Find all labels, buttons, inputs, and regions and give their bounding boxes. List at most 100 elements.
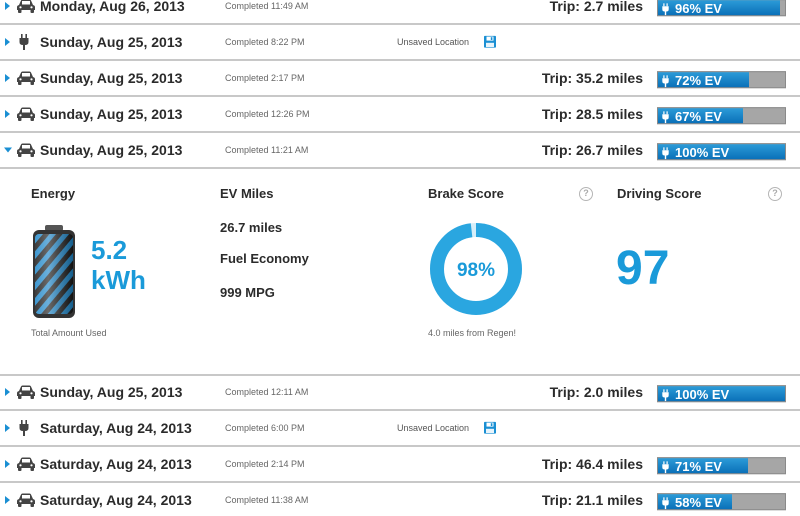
trip-distance: Trip: 26.7 miles (541, 142, 643, 158)
ev-percent-bar: 100% EV (657, 143, 786, 161)
ev-percent-bar: 100% EV (657, 385, 786, 403)
car-icon (16, 0, 36, 13)
energy-title: Energy (31, 186, 76, 201)
ev-percent-text: 100% EV (675, 145, 730, 161)
expand-arrow-right-icon[interactable] (5, 424, 10, 432)
ev-plug-icon (662, 146, 669, 160)
row-completed-time: Completed 12:26 PM (225, 109, 310, 119)
driving-help-icon[interactable]: ? (768, 187, 782, 201)
ev-plug-icon (662, 388, 669, 402)
ev-percent-fill (658, 144, 785, 160)
trip-row[interactable]: Sunday, Aug 25, 2013 Completed 12:11 AM Tr… (0, 375, 800, 411)
ev-percent-text: 58% EV (675, 495, 722, 511)
row-date: Sunday, Aug 25, 2013 (40, 70, 183, 86)
driving-score-title: Driving Score (617, 186, 702, 201)
ev-percent-bar: 58% EV (657, 493, 786, 511)
fuel-economy-value: 999 MPG (220, 285, 275, 300)
row-date: Sunday, Aug 25, 2013 (40, 106, 183, 122)
row-completed-time: Completed 11:38 AM (225, 495, 309, 505)
trip-row[interactable]: Saturday, Aug 24, 2013 Completed 11:38 AM… (0, 483, 800, 516)
ev-percent-fill (658, 494, 732, 510)
car-icon (16, 385, 36, 399)
row-completed-time: Completed 11:49 AM (225, 1, 309, 11)
ev-plug-icon (662, 496, 669, 510)
ev-percent-fill (658, 108, 744, 124)
brake-score-ring: 98% (430, 223, 522, 315)
trip-row[interactable]: Monday, Aug 26, 2013 Completed 11:49 AM Tr… (0, 0, 800, 25)
row-date: Saturday, Aug 24, 2013 (40, 420, 192, 436)
row-completed-time: Completed 2:14 PM (225, 459, 305, 469)
ev-plug-icon (662, 74, 669, 88)
ev-plug-icon (662, 460, 669, 474)
ev-percent-bar: 96% EV (657, 0, 786, 16)
charge-row[interactable]: Sunday, Aug 25, 2013 Completed 8:22 PM Uns… (0, 25, 800, 61)
ev-percent-bar: 71% EV (657, 457, 786, 475)
trip-row[interactable]: Saturday, Aug 24, 2013 Completed 2:14 PM T… (0, 447, 800, 483)
trip-row[interactable]: Sunday, Aug 25, 2013 Completed 2:17 PM Tri… (0, 61, 800, 97)
unsaved-location-label: Unsaved Location (397, 423, 470, 433)
row-completed-time: Completed 8:22 PM (225, 37, 305, 47)
driving-score-value: 97 (616, 242, 670, 295)
expand-arrow-right-icon[interactable] (5, 110, 10, 118)
save-location-icon[interactable] (484, 421, 496, 434)
trip-row[interactable]: Sunday, Aug 25, 2013 Completed 12:26 PM Tr… (0, 97, 800, 133)
car-icon (16, 457, 36, 471)
row-date: Sunday, Aug 25, 2013 (40, 384, 183, 400)
ev-percent-text: 71% EV (675, 459, 722, 475)
ev-percent-fill (658, 386, 785, 402)
brake-caption: 4.0 miles from Regen! (428, 328, 517, 338)
energy-value: 5.2 kWh (91, 235, 146, 295)
brake-score-value: 98% (457, 260, 495, 281)
unsaved-location-label: Unsaved Location (397, 37, 470, 47)
expand-arrow-right-icon[interactable] (5, 74, 10, 82)
ev-percent-bar: 67% EV (657, 107, 786, 125)
ev-plug-icon (662, 2, 669, 16)
expand-arrow-right-icon[interactable] (5, 38, 10, 46)
ev-percent-text: 96% EV (675, 1, 722, 17)
expand-arrow-right-icon[interactable] (5, 496, 10, 504)
trip-detail-panel: Energy 5.2 kWh Total Amount Used EV Mile… (0, 171, 800, 376)
ev-miles-value: 26.7 miles (220, 220, 283, 235)
row-completed-time: Completed 6:00 PM (225, 423, 305, 433)
trip-distance: Trip: 35.2 miles (541, 70, 643, 86)
row-date: Monday, Aug 26, 2013 (40, 0, 185, 14)
expand-arrow-right-icon[interactable] (5, 460, 10, 468)
ev-percent-fill (658, 72, 750, 88)
brake-help-icon[interactable]: ? (579, 187, 593, 201)
fuel-economy-title: Fuel Economy (220, 251, 309, 266)
row-date: Sunday, Aug 25, 2013 (40, 142, 183, 158)
ev-percent-text: 72% EV (675, 73, 722, 89)
expand-arrow-right-icon[interactable] (5, 2, 10, 10)
row-date: Sunday, Aug 25, 2013 (40, 34, 183, 50)
trip-row[interactable]: Sunday, Aug 25, 2013 Completed 11:21 AM Tr… (0, 133, 800, 169)
energy-caption: Total Amount Used (31, 328, 107, 338)
ev-percent-text: 67% EV (675, 109, 722, 125)
row-date: Saturday, Aug 24, 2013 (40, 492, 192, 508)
row-date: Saturday, Aug 24, 2013 (40, 456, 192, 472)
trip-distance: Trip: 28.5 miles (541, 106, 643, 122)
expand-arrow-right-icon[interactable] (5, 388, 10, 396)
trip-distance: Trip: 21.1 miles (541, 492, 643, 508)
ev-percent-text: 100% EV (675, 387, 730, 403)
brake-score-title: Brake Score (428, 186, 504, 201)
car-icon (16, 143, 36, 157)
ev-percent-bar: 72% EV (657, 71, 786, 89)
car-icon (16, 71, 36, 85)
trip-distance: Trip: 2.0 miles (549, 384, 643, 400)
expand-arrow-down-icon[interactable] (4, 147, 12, 153)
ev-miles-title: EV Miles (220, 186, 274, 201)
plug-icon (19, 34, 29, 50)
row-completed-time: Completed 2:17 PM (225, 73, 305, 83)
charge-row[interactable]: Saturday, Aug 24, 2013 Completed 6:00 PM U… (0, 411, 800, 447)
ev-percent-fill (658, 458, 749, 474)
save-location-icon[interactable] (484, 35, 496, 48)
row-completed-time: Completed 12:11 AM (225, 387, 309, 397)
car-icon (16, 493, 36, 507)
trip-distance: Trip: 2.7 miles (549, 0, 643, 14)
trip-distance: Trip: 46.4 miles (541, 456, 643, 472)
row-completed-time: Completed 11:21 AM (225, 145, 309, 155)
ev-percent-fill (658, 0, 780, 16)
car-icon (16, 107, 36, 121)
plug-icon (19, 420, 29, 436)
battery-icon (33, 225, 75, 318)
